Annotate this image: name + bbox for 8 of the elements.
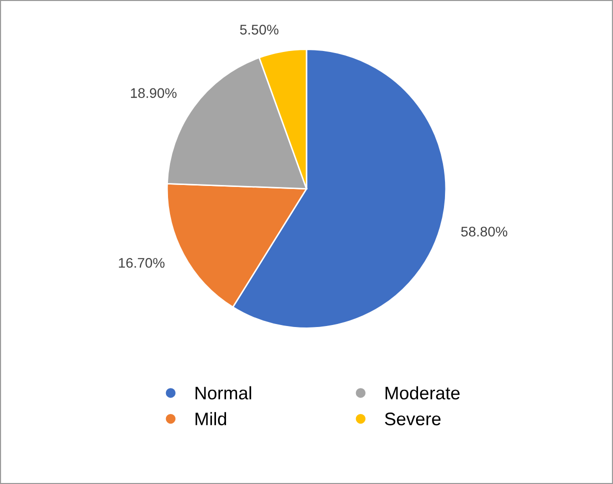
data-label: 16.70% <box>118 258 164 268</box>
legend-label: Severe <box>384 412 441 426</box>
data-label: 58.80% <box>461 226 508 237</box>
data-label: 18.90% <box>130 88 177 98</box>
legend-label: Mild <box>196 412 226 426</box>
legend-label: Normal <box>196 386 252 400</box>
legend-label: Moderate <box>386 386 460 400</box>
data-label: 5.50% <box>240 24 278 35</box>
